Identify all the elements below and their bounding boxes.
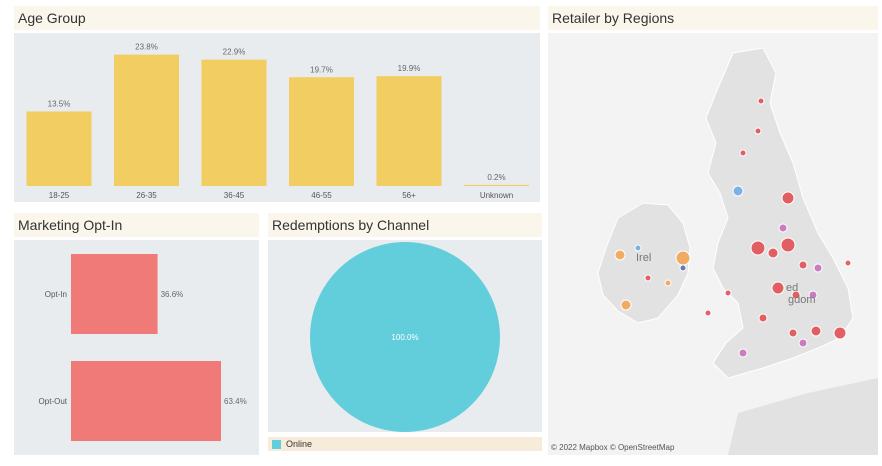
age-group-title: Age Group (14, 6, 540, 30)
age-bar-value-label-1: 23.8% (135, 43, 158, 52)
map-marker[interactable] (750, 240, 766, 256)
age-category-label-1: 26-35 (136, 191, 157, 200)
ireland-landmass (597, 202, 691, 324)
map-marker[interactable] (791, 290, 801, 300)
map-marker[interactable] (781, 191, 795, 205)
age-bar-value-label-4: 19.9% (398, 64, 421, 73)
map-marker[interactable] (664, 279, 672, 287)
map-attribution[interactable]: © 2022 Mapbox © OpenStreetMap (551, 443, 675, 452)
map-label-united: ed (786, 282, 798, 294)
age-bar-value-label-3: 19.7% (310, 65, 333, 74)
redemptions-legend[interactable]: Online (268, 437, 542, 451)
age-bar-4[interactable] (376, 76, 442, 186)
pie-slice-0[interactable] (310, 242, 500, 432)
marketing-opt-in-title: Marketing Opt-In (14, 213, 259, 237)
map-marker[interactable] (808, 290, 818, 300)
marketing-opt-in-chart: Opt-In 36.6% Opt-Out 63.4% (14, 240, 259, 455)
age-category-label-4: 56+ (402, 191, 416, 200)
map-marker[interactable] (644, 274, 652, 282)
opt-in-svg: Opt-In 36.6% Opt-Out 63.4% (39, 254, 247, 441)
age-category-label-0: 18-25 (49, 191, 70, 200)
map-marker[interactable] (833, 326, 847, 340)
map-marker[interactable] (614, 249, 626, 261)
age-bar-3[interactable] (289, 77, 354, 186)
age-category-label-2: 36-45 (224, 191, 245, 200)
map-marker[interactable] (771, 281, 785, 295)
opt-bar-1[interactable] (71, 361, 221, 441)
map-marker[interactable] (732, 185, 744, 197)
opt-bar-0[interactable] (71, 254, 158, 334)
pie-svg: 100.0% (310, 242, 500, 432)
map-label-kingdom: gdom (788, 294, 816, 306)
map-marker[interactable] (724, 289, 732, 297)
age-group-svg: 13.5% 18-25 23.8% 26-35 22.9% 36-45 19.7% 46-55… (26, 43, 529, 200)
redemptions-chart: 100.0% (268, 240, 542, 432)
map-svg: Irel ed gdom (548, 33, 878, 455)
age-bar-value-label-2: 22.9% (223, 48, 246, 57)
map-marker[interactable] (757, 97, 765, 105)
map-marker[interactable] (813, 263, 823, 273)
pie-value-label-0: 100.0% (391, 333, 418, 342)
map-points (614, 97, 852, 358)
map-label-ireland: Irel (636, 252, 651, 264)
map-marker[interactable] (767, 247, 779, 259)
age-bar-2[interactable] (201, 59, 267, 187)
map-marker[interactable] (798, 260, 808, 270)
age-bar-value-label-0: 13.5% (48, 99, 71, 108)
france-landmass (728, 378, 878, 455)
map-marker[interactable] (754, 127, 762, 135)
map-marker[interactable] (634, 244, 642, 252)
map-marker[interactable] (739, 149, 747, 157)
map-marker[interactable] (778, 223, 788, 233)
legend-label-online: Online (286, 439, 313, 449)
age-category-label-3: 46-55 (311, 191, 332, 200)
map-marker[interactable] (758, 313, 768, 323)
map-marker[interactable] (620, 299, 632, 311)
map-marker[interactable] (738, 348, 748, 358)
opt-bar-value-label-0: 36.6% (161, 290, 184, 299)
map-marker[interactable] (798, 338, 808, 348)
map-marker[interactable] (679, 264, 687, 272)
retailer-map[interactable]: Irel ed gdom © 2022 Mapbox © OpenStreetM… (548, 33, 878, 455)
retailer-regions-title: Retailer by Regions (548, 6, 878, 30)
age-bar-1[interactable] (114, 54, 179, 187)
map-marker[interactable] (675, 250, 691, 266)
opt-category-label-0: Opt-In (45, 290, 67, 299)
legend-swatch-online (272, 440, 281, 450)
age-category-label-5: Unknown (480, 191, 513, 200)
age-group-chart: 13.5% 18-25 23.8% 26-35 22.9% 36-45 19.7% 46-55… (14, 33, 540, 202)
map-marker[interactable] (788, 328, 798, 338)
age-bar-0[interactable] (26, 111, 92, 186)
age-bar-value-label-5: 0.2% (487, 173, 505, 182)
age-bar-5[interactable] (464, 184, 529, 186)
opt-category-label-1: Opt-Out (39, 397, 68, 406)
redemptions-channel-title: Redemptions by Channel (268, 213, 542, 237)
map-marker[interactable] (844, 259, 852, 267)
map-marker[interactable] (810, 325, 822, 337)
opt-bar-value-label-1: 63.4% (224, 397, 247, 406)
map-marker[interactable] (704, 309, 712, 317)
map-marker[interactable] (780, 237, 796, 253)
